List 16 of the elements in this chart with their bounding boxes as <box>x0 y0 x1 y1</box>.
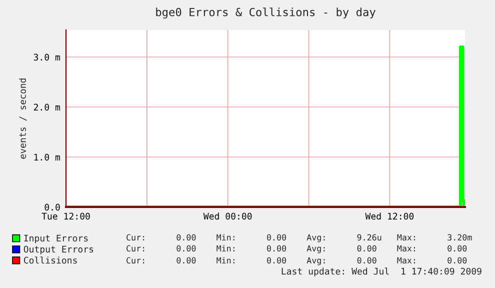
text: Cur: 0.00 Min: 0.00 Avg: 0.00 Max: 0.00 <box>126 245 467 254</box>
x-tick-label: Wed 12:00 <box>365 212 414 220</box>
y-axis-title: events / second <box>18 78 27 159</box>
text: Cur: 0.00 Min: 0.00 Avg: 0.00 Max: 0.00 <box>126 257 467 266</box>
text: Last update: Wed Jul 1 17:40:09 2009 <box>282 268 482 276</box>
chart-title: bge0 Errors & Collisions - by day <box>156 8 376 18</box>
legend-label: Input Errors <box>24 234 88 244</box>
y-tick-label: 1.0 m <box>34 154 60 161</box>
legend-label: Output Errors <box>24 246 94 254</box>
x-tick-label: Wed 00:00 <box>203 212 252 220</box>
y-tick-label: 0.0 <box>44 204 60 211</box>
text: Cur: 0.00 Min: 0.00 Avg: 9.26u Max: 3.20m <box>126 234 472 242</box>
legend-label: Collisions <box>24 256 77 264</box>
y-tick-label: 2.0 m <box>34 104 60 111</box>
x-tick-label: Tue 12:00 <box>42 212 90 220</box>
y-tick-label: 3.0 m <box>34 54 60 61</box>
